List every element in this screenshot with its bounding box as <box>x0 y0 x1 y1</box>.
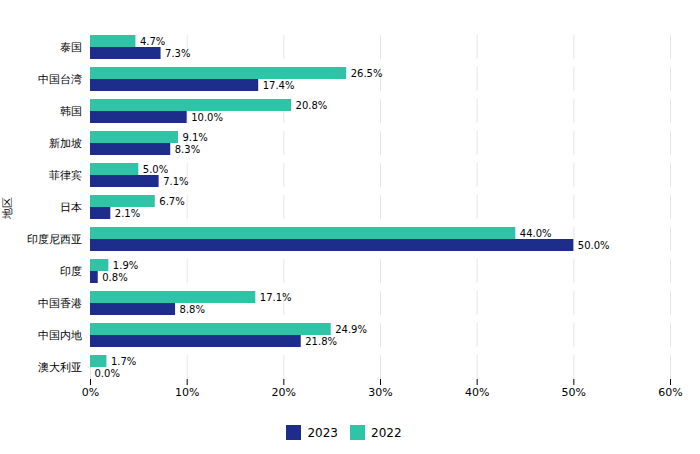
svg-text:0%: 0% <box>82 386 99 399</box>
svg-text:60%: 60% <box>658 386 682 399</box>
svg-text:地区: 地区 <box>1 197 14 220</box>
svg-text:0.8%: 0.8% <box>102 272 127 283</box>
html-text:2022: 2022 <box>371 425 402 440</box>
svg-text:20.8%: 20.8% <box>296 100 328 111</box>
svg-text:印度: 印度 <box>60 265 82 278</box>
html-text:2023: 2023 <box>307 425 338 440</box>
svg-text:新加坡: 新加坡 <box>49 137 82 150</box>
svg-text:17.4%: 17.4% <box>263 80 295 91</box>
svg-text:2.1%: 2.1% <box>115 208 140 219</box>
svg-text:8.3%: 8.3% <box>175 144 200 155</box>
svg-text:中国台湾: 中国台湾 <box>38 73 82 86</box>
svg-text:26.5%: 26.5% <box>351 68 383 79</box>
svg-text:6.7%: 6.7% <box>159 196 184 207</box>
svg-text:中国内地: 中国内地 <box>38 329 82 342</box>
svg-text:50%: 50% <box>562 386 586 399</box>
svg-text:印度尼西亚: 印度尼西亚 <box>27 233 82 246</box>
svg-text:10%: 10% <box>175 386 199 399</box>
svg-text:9.1%: 9.1% <box>182 132 207 143</box>
svg-text:韩国: 韩国 <box>60 105 82 118</box>
svg-text:24.9%: 24.9% <box>335 324 367 335</box>
svg-text:0.0%: 0.0% <box>95 368 120 379</box>
svg-text:21.8%: 21.8% <box>305 336 337 347</box>
svg-text:1.7%: 1.7% <box>111 356 136 367</box>
svg-text:5.0%: 5.0% <box>143 164 168 175</box>
svg-text:1.9%: 1.9% <box>113 260 138 271</box>
svg-text:中国香港: 中国香港 <box>38 297 82 310</box>
svg-text:10.0%: 10.0% <box>191 112 223 123</box>
svg-text:30%: 30% <box>368 386 392 399</box>
svg-text:7.1%: 7.1% <box>163 176 188 187</box>
svg-text:4.7%: 4.7% <box>140 36 165 47</box>
svg-text:50.0%: 50.0% <box>578 240 610 251</box>
svg-text:日本: 日本 <box>60 201 82 214</box>
svg-text:20%: 20% <box>272 386 296 399</box>
svg-text:44.0%: 44.0% <box>520 228 552 239</box>
svg-text:17.1%: 17.1% <box>260 292 292 303</box>
svg-text:澳大利亚: 澳大利亚 <box>38 361 82 374</box>
svg-text:泰国: 泰国 <box>60 41 82 54</box>
svg-text:8.8%: 8.8% <box>180 304 205 315</box>
svg-text:7.3%: 7.3% <box>165 48 190 59</box>
svg-text:菲律宾: 菲律宾 <box>49 169 82 182</box>
svg-text:40%: 40% <box>465 386 489 399</box>
